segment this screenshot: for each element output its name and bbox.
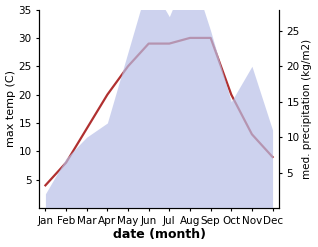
X-axis label: date (month): date (month) <box>113 228 205 242</box>
Y-axis label: max temp (C): max temp (C) <box>5 70 16 147</box>
Y-axis label: med. precipitation (kg/m2): med. precipitation (kg/m2) <box>302 39 313 179</box>
